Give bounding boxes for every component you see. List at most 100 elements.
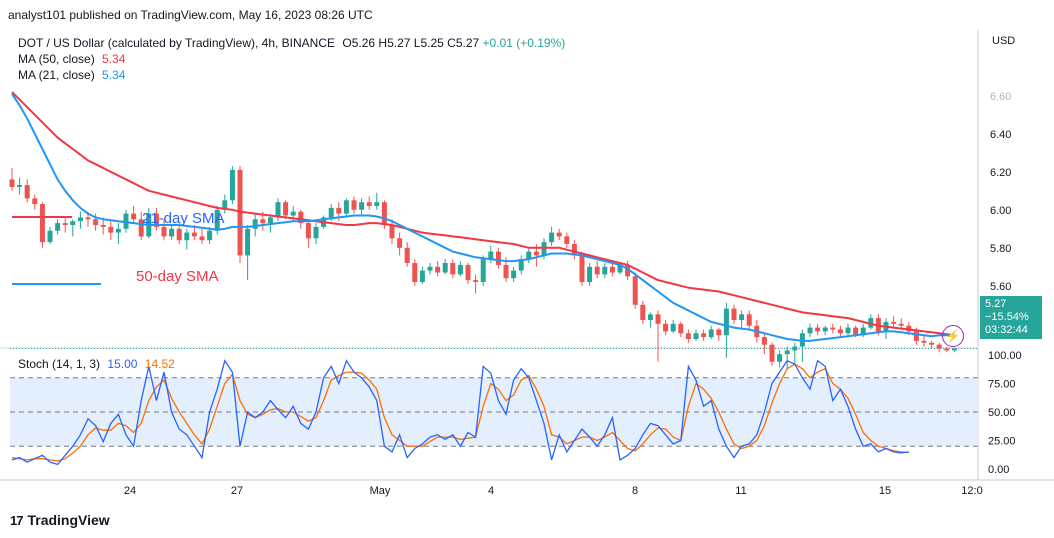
candle-body xyxy=(290,211,296,216)
candle-body xyxy=(222,200,228,210)
candle-body xyxy=(723,308,729,336)
candle-body xyxy=(465,264,471,281)
ma50-line xyxy=(11,91,955,337)
candle-body xyxy=(199,236,205,241)
candle-body xyxy=(807,327,813,334)
candle-body xyxy=(898,323,904,326)
candle-body xyxy=(670,323,676,332)
high-label: H xyxy=(378,36,388,50)
candle-body xyxy=(161,226,167,237)
stoch-k-line xyxy=(11,359,909,466)
candle-body xyxy=(739,314,745,320)
stoch-tick-label: 25.00 xyxy=(988,436,1016,448)
candle-body xyxy=(24,185,30,199)
candle-body xyxy=(442,263,448,273)
candle-body xyxy=(716,329,722,336)
ma21-legend-value: 5.34 xyxy=(102,68,126,82)
candle-body xyxy=(549,232,555,243)
ma21-line xyxy=(11,93,955,342)
time-tick-label: 11 xyxy=(735,485,746,497)
stoch-d-value: 14.52 xyxy=(144,357,175,371)
candle-body xyxy=(457,264,463,275)
candle-body xyxy=(267,217,273,224)
candle-body xyxy=(936,344,942,349)
tradingview-logo-icon: 17 xyxy=(10,512,24,528)
candle-body xyxy=(115,228,121,233)
candle-body xyxy=(784,350,790,355)
lightning-bolt-icon[interactable]: ⚡ xyxy=(942,325,964,347)
candle-body xyxy=(328,207,334,218)
candle-body xyxy=(708,329,714,338)
ma50-legend[interactable]: MA (50, close) 5.34 xyxy=(18,52,125,66)
ma21-legend[interactable]: MA (21, close) 5.34 xyxy=(18,68,125,82)
time-tick-label: 15 xyxy=(879,485,891,497)
candle-body xyxy=(488,251,494,260)
candle-body xyxy=(359,202,365,210)
candle-body xyxy=(366,202,372,206)
candle-body xyxy=(176,228,182,241)
price-tick-label: 6.60 xyxy=(990,91,1011,103)
tradingview-brand[interactable]: 17 TradingView xyxy=(10,512,110,528)
candle-body xyxy=(336,207,342,214)
symbol-title: DOT / US Dollar (calculated by TradingVi… xyxy=(18,36,336,50)
candle-body xyxy=(351,200,357,210)
candle-body xyxy=(579,255,585,282)
candle-body xyxy=(229,169,235,201)
candle-body xyxy=(138,219,144,237)
brand-name: TradingView xyxy=(27,512,110,528)
candle-body xyxy=(480,259,486,282)
candle-body xyxy=(602,266,608,275)
candle-body xyxy=(298,211,304,224)
candle-body xyxy=(518,259,524,271)
candle-body xyxy=(39,204,45,243)
candle-body xyxy=(913,331,919,341)
candle-body xyxy=(526,251,532,260)
close-value: 5.27 xyxy=(455,36,480,50)
open-label: O xyxy=(342,36,352,50)
candle-body xyxy=(891,321,897,324)
ma50-legend-value: 5.34 xyxy=(102,52,126,66)
candle-body xyxy=(503,264,509,279)
candle-body xyxy=(108,226,114,233)
candle-body xyxy=(777,354,783,362)
candle-body xyxy=(381,202,387,225)
candle-body xyxy=(70,221,76,225)
price-tick-label: 5.80 xyxy=(990,243,1011,255)
candle-body xyxy=(313,226,319,239)
candle-body xyxy=(214,209,220,231)
candle-body xyxy=(701,333,707,338)
candle-body xyxy=(678,323,684,334)
time-tick-label: 4 xyxy=(488,485,494,497)
candle-body xyxy=(85,217,91,220)
candle-body xyxy=(473,280,479,282)
candle-body xyxy=(62,223,68,225)
candle-body xyxy=(594,266,600,275)
candle-body xyxy=(769,344,775,362)
candle-body xyxy=(951,348,957,351)
candle-body xyxy=(564,236,570,244)
last-price: 5.27 xyxy=(985,298,1007,310)
candle-body xyxy=(571,244,577,256)
candle-body xyxy=(131,213,137,220)
candle-body xyxy=(533,251,539,256)
time-tick-label: 24 xyxy=(124,485,136,497)
candle-body xyxy=(761,337,767,345)
candle-body xyxy=(929,342,935,345)
candle-body xyxy=(427,266,433,271)
candle-body xyxy=(55,223,61,231)
stoch-tick-label: 100.00 xyxy=(988,350,1022,362)
stoch-legend[interactable]: Stoch (14, 1, 3) 15.00 14.52 xyxy=(18,357,175,371)
candle-body xyxy=(397,238,403,248)
candle-body xyxy=(830,327,836,330)
candle-body xyxy=(17,185,23,187)
candle-body xyxy=(343,200,349,214)
candle-body xyxy=(640,304,646,320)
candle-body xyxy=(450,263,456,275)
price-tick-label: 6.20 xyxy=(990,167,1011,179)
candle-body xyxy=(245,228,251,256)
candle-body xyxy=(305,223,311,239)
price-tick-label: 6.40 xyxy=(990,129,1011,141)
candle-body xyxy=(685,333,691,339)
candle-body xyxy=(731,308,737,320)
